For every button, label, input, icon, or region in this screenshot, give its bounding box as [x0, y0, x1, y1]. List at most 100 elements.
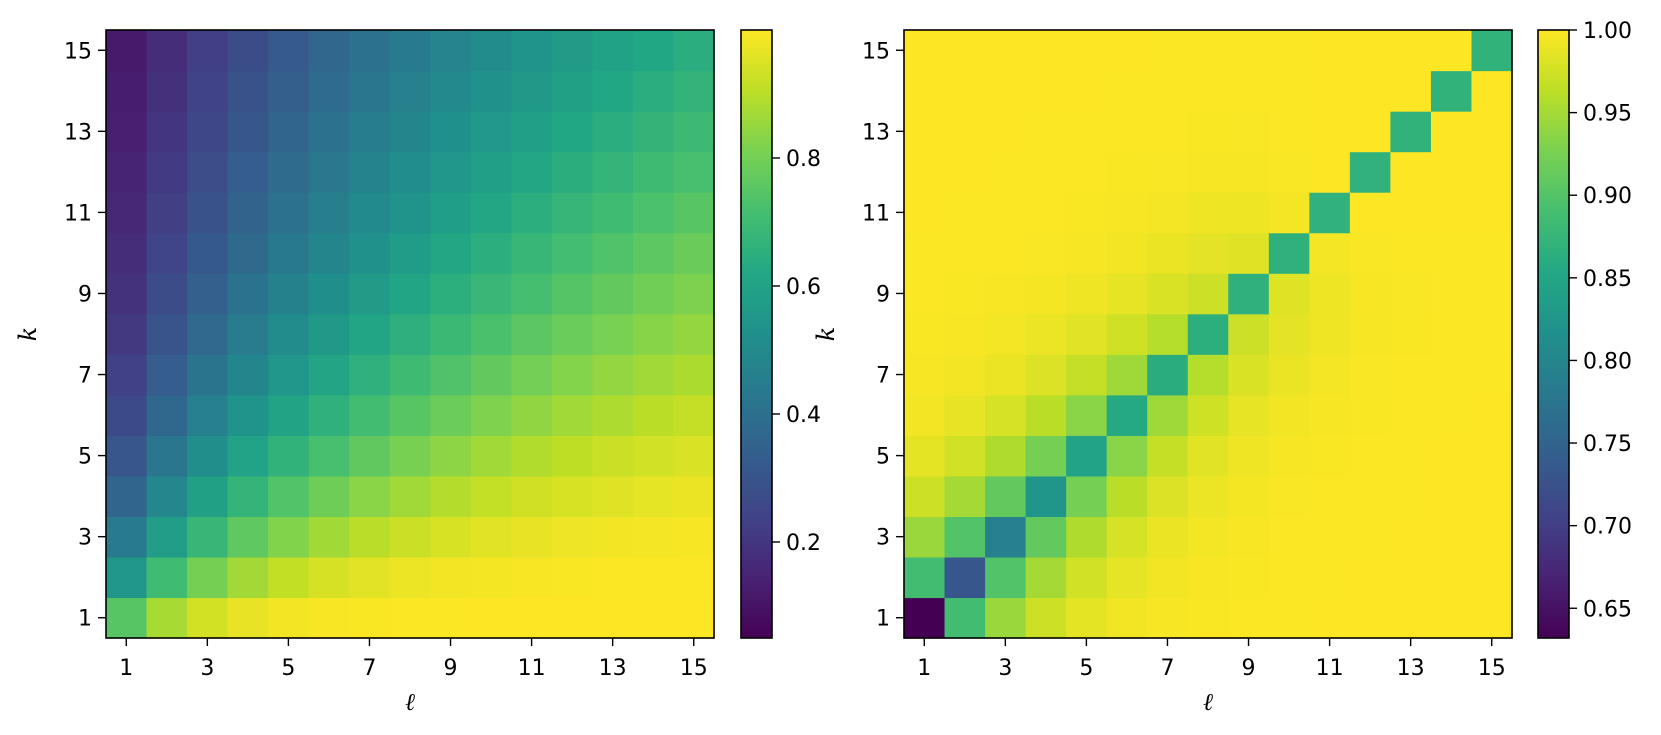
heatmap-cell-k15-l9: [1228, 30, 1270, 72]
heatmap-cell-k2-l15: [673, 556, 715, 599]
heatmap-cell-k11-l3: [187, 192, 229, 234]
heatmap-cell-k5-l14: [632, 435, 675, 477]
heatmap-cell-k12-l4: [1025, 151, 1067, 193]
heatmap-cell-k11-l13: [592, 192, 634, 234]
heatmap-panel-right: 1 3 5 7 9 11 13 1513579111315ℓk0.650.700.750.80…: [812, 19, 1632, 716]
heatmap-cell-k13-l1: [106, 111, 148, 153]
heatmap-cell-k3-l1: [106, 516, 148, 558]
heatmap-cell-k10-l7: [349, 232, 391, 274]
heatmap-cell-k1-l6: [1106, 597, 1148, 639]
heatmap-cell-k4-l9: [1228, 475, 1270, 517]
heatmap-cell-k13-l2: [944, 111, 986, 153]
heatmap-cell-k1-l2: [146, 597, 188, 639]
y-tick-label: 11: [862, 201, 890, 226]
heatmap-cell-k12-l15: [1471, 151, 1513, 193]
heatmap-cells: [904, 30, 1513, 639]
x-tick-label: 9: [1242, 656, 1256, 681]
heatmap-cell-k10-l3: [985, 232, 1027, 274]
heatmap-cell-k14-l1: [106, 70, 148, 112]
heatmap-cell-k2-l1: [904, 556, 946, 599]
heatmap-cell-k2-l3: [187, 556, 229, 599]
heatmap-cell-k5-l11: [1309, 435, 1351, 477]
heatmap-cell-k13-l6: [308, 111, 350, 153]
heatmap-cell-k11-l1: [904, 192, 946, 234]
heatmap-cell-k12-l7: [349, 151, 391, 193]
heatmap-cell-k6-l4: [1025, 394, 1067, 436]
heatmap-cell-k8-l5: [1066, 313, 1108, 355]
colorbar-tick-label: 0.85: [1583, 267, 1632, 292]
heatmap-cell-k4-l1: [904, 475, 946, 517]
heatmap-cell-k14-l9: [1228, 70, 1270, 112]
heatmap-cell-k14-l13: [1390, 70, 1432, 112]
y-tick-label: 9: [876, 282, 890, 307]
heatmap-cell-k1-l8: [1187, 597, 1229, 639]
heatmap-cell-k5-l11: [511, 435, 553, 477]
heatmap-cell-k3-l14: [1430, 516, 1473, 558]
heatmap-cell-k4-l12: [1349, 475, 1391, 517]
heatmap-cell-k7-l11: [511, 354, 553, 396]
heatmap-cell-k5-l15: [673, 435, 715, 477]
heatmap-cell-k5-l13: [1390, 435, 1432, 477]
heatmap-cell-k5-l10: [470, 435, 512, 477]
heatmap-cell-k3-l10: [470, 516, 512, 558]
colorbar-gradient: [741, 30, 772, 638]
heatmap-cell-k10-l7: [1147, 232, 1189, 274]
heatmap-cell-k2-l14: [1430, 556, 1473, 599]
heatmap-cell-k10-l15: [1471, 232, 1513, 274]
heatmap-cell-k12-l1: [904, 151, 946, 193]
heatmap-cell-k10-l14: [632, 232, 675, 274]
heatmap-cell-k7-l15: [673, 354, 715, 396]
heatmap-cell-k5-l15: [1471, 435, 1513, 477]
heatmap-cell-k13-l10: [1268, 111, 1310, 153]
y-axis-label: k: [812, 327, 840, 342]
heatmap-cell-k11-l11: [1309, 192, 1351, 234]
heatmap-cell-k14-l6: [1106, 70, 1148, 112]
heatmap-cell-k10-l10: [470, 232, 512, 274]
heatmap-cell-k14-l2: [146, 70, 188, 112]
heatmap-cell-k14-l15: [1471, 70, 1513, 112]
heatmap-cell-k9-l7: [1147, 273, 1189, 315]
heatmap-cell-k8-l4: [1025, 313, 1067, 355]
heatmap-cell-k6-l14: [1430, 394, 1473, 436]
heatmap-cell-k13-l11: [1309, 111, 1351, 153]
heatmap-cell-k2-l1: [106, 556, 148, 599]
heatmap-cell-k9-l11: [511, 273, 553, 315]
heatmap-cell-k12-l11: [1309, 151, 1351, 193]
heatmap-cell-k4-l5: [268, 475, 310, 517]
heatmap-cell-k7-l13: [592, 354, 634, 396]
heatmap-cell-k14-l3: [985, 70, 1027, 112]
heatmap-cell-k5-l10: [1268, 435, 1310, 477]
y-tick-label: 5: [78, 445, 92, 470]
heatmap-cell-k3-l5: [1066, 516, 1108, 558]
heatmap-cell-k11-l2: [146, 192, 188, 234]
heatmap-cells: [106, 30, 715, 639]
heatmap-cell-k6-l12: [1349, 394, 1391, 436]
heatmap-cell-k8-l1: [904, 313, 946, 355]
heatmap-cell-k2-l8: [1187, 556, 1229, 599]
heatmap-cell-k4-l8: [389, 475, 431, 517]
heatmap-cell-k4-l13: [1390, 475, 1432, 517]
heatmap-cell-k13-l14: [1430, 111, 1473, 153]
heatmap-cell-k11-l15: [1471, 192, 1513, 234]
heatmap-cell-k6-l1: [904, 394, 946, 436]
heatmap-cell-k1-l9: [430, 597, 472, 639]
heatmap-cell-k10-l9: [1228, 232, 1270, 274]
heatmap-cell-k3-l12: [551, 516, 593, 558]
heatmap-cell-k12-l10: [1268, 151, 1310, 193]
x-tick-label: 7: [362, 656, 376, 681]
heatmap-cell-k10-l13: [592, 232, 634, 274]
heatmap-cell-k7-l8: [1187, 354, 1229, 396]
heatmap-cell-k1-l3: [187, 597, 229, 639]
heatmap-cell-k14-l4: [227, 70, 269, 112]
y-tick-label: 7: [876, 364, 890, 389]
heatmap-cell-k14-l14: [1430, 70, 1473, 112]
heatmap-cell-k3-l13: [1390, 516, 1432, 558]
heatmap-cell-k13-l7: [349, 111, 391, 153]
x-tick-label: 1: [119, 656, 133, 681]
heatmap-cell-k15-l4: [1025, 30, 1067, 72]
heatmap-cell-k10-l5: [1066, 232, 1108, 274]
heatmap-cell-k10-l12: [551, 232, 593, 274]
heatmap-cell-k12-l11: [511, 151, 553, 193]
heatmap-cell-k9-l4: [227, 273, 269, 315]
heatmap-cell-k12-l1: [106, 151, 148, 193]
